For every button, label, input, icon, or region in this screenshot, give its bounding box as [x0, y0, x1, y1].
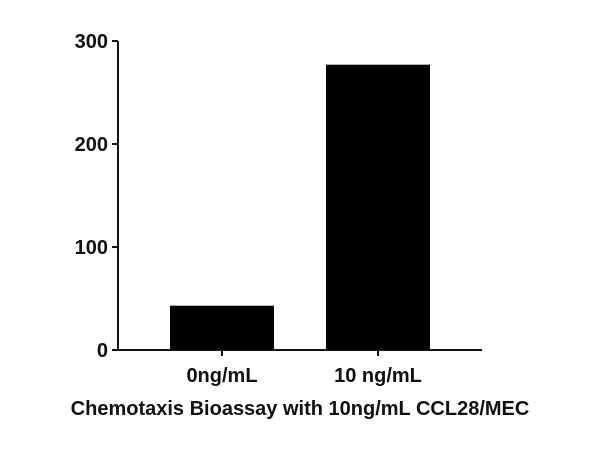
bar-0ng	[170, 305, 274, 350]
chart-title: Chemotaxis Bioassay with 10ng/mL CCL28/M…	[70, 398, 530, 420]
x-tick-label: 10 ng/mL	[334, 365, 422, 387]
y-ticks: 300 200 100 0	[75, 31, 118, 362]
bar-chart: 300 200 100 0 0ng/mL 10 ng/mL	[75, 31, 482, 387]
x-tick-label: 0ng/mL	[186, 365, 257, 387]
bar-10ng	[326, 64, 430, 350]
y-tick-label: 100	[75, 237, 108, 259]
y-tick-label: 300	[75, 31, 108, 53]
y-tick-label: 0	[97, 340, 108, 362]
y-tick-label: 200	[75, 134, 108, 156]
